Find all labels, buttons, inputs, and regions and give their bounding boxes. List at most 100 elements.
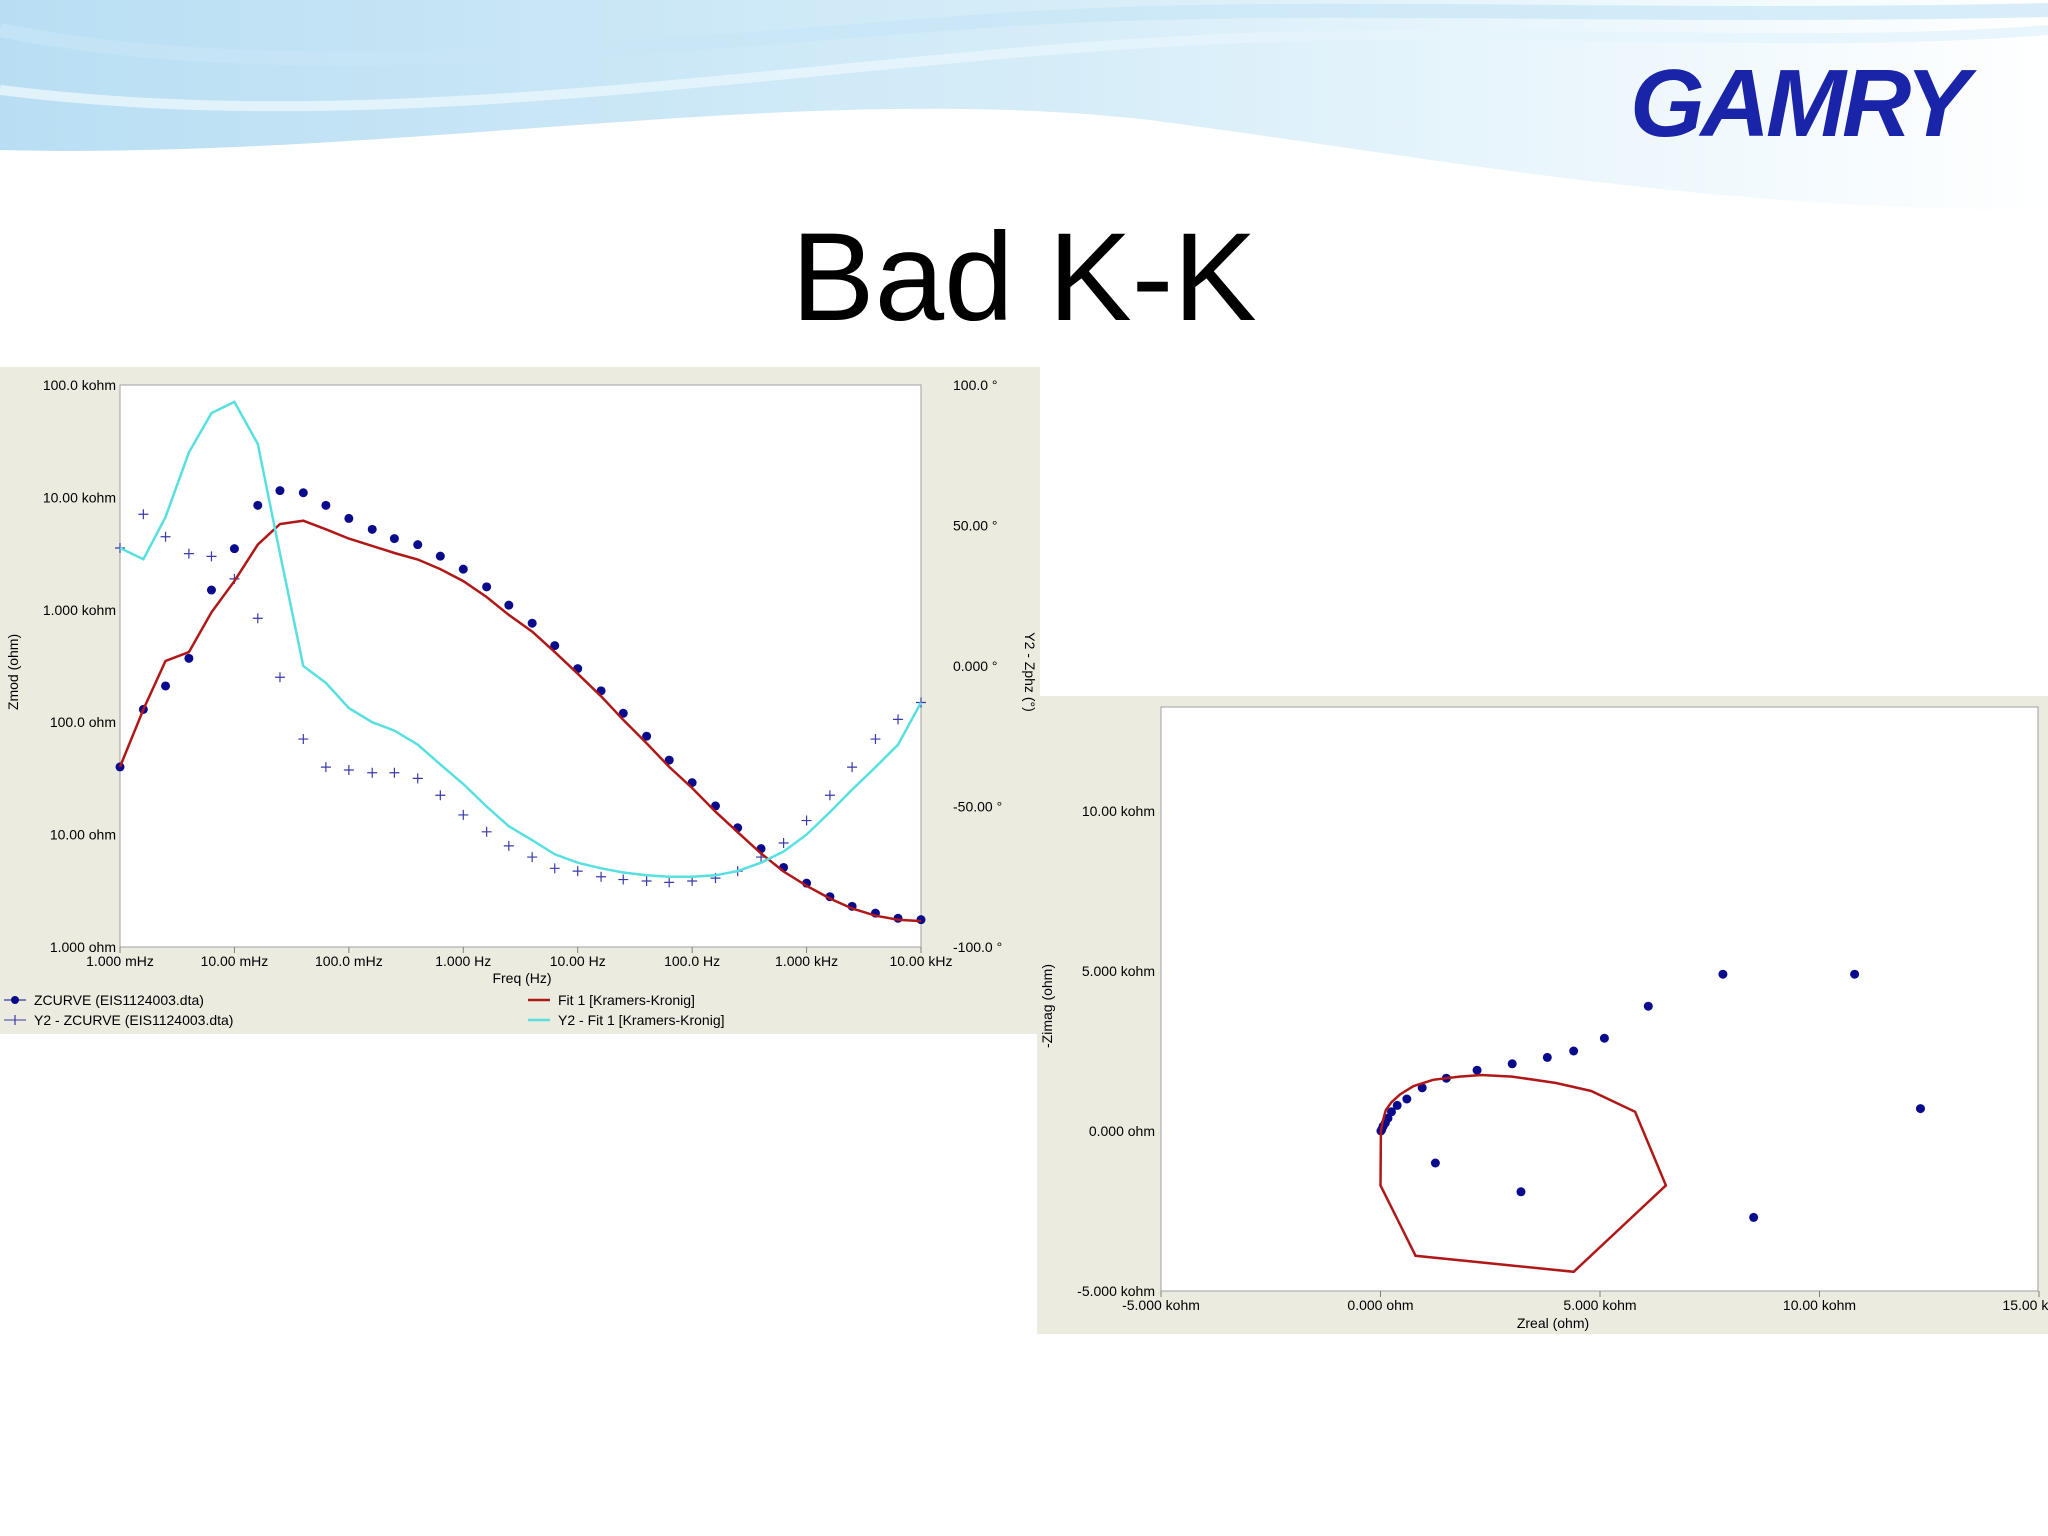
bode-data-point	[413, 540, 423, 550]
bode-data-point	[618, 708, 628, 718]
nyquist-data-point	[1402, 1094, 1412, 1104]
legend-entry: ZCURVE (EIS1124003.dta)	[34, 992, 204, 1008]
bode-phase-point	[824, 790, 835, 801]
bode-phase-point	[572, 866, 583, 877]
bode-phase-point	[664, 877, 675, 888]
bode-data-point	[482, 582, 492, 592]
bode-phase-point	[274, 672, 285, 683]
bode-data-point	[664, 755, 674, 765]
bode-data-point	[206, 585, 216, 595]
bode-phase-point	[298, 734, 309, 745]
bode-y-tick-label: 1.000 ohm	[50, 939, 116, 955]
bode-y-tick-label: 100.0 kohm	[43, 377, 116, 393]
bode-data-point	[527, 618, 537, 628]
bode-data-point	[344, 513, 354, 523]
bode-phase-point	[412, 773, 423, 784]
bode-data-point	[435, 551, 445, 561]
nyquist-x-tick-label: -5.000 kohm	[1122, 1297, 1200, 1313]
bode-y2-tick-label: -100.0 °	[953, 939, 1002, 955]
bode-data-point	[389, 534, 399, 544]
bode-phase-point	[252, 613, 263, 624]
bode-data-point	[321, 500, 331, 510]
nyquist-data-point	[1542, 1052, 1552, 1062]
bode-y-tick-label: 100.0 ohm	[50, 714, 116, 730]
nyquist-x-axis-label: Zreal (ohm)	[1517, 1315, 1589, 1331]
bode-phase-point	[367, 767, 378, 778]
bode-data-point	[275, 486, 285, 496]
bode-y2-tick-label: 50.00 °	[953, 518, 998, 534]
bode-phase-point	[618, 874, 629, 885]
legend-entry: Fit 1 [Kramers-Kronig]	[558, 992, 695, 1008]
bode-y-tick-label: 10.00 kohm	[43, 489, 116, 505]
nyquist-fit-line	[1379, 1073, 1668, 1274]
nyquist-chart-panel: -5.000 kohm 0.000 ohm 5.000 kohm 10.00 kohm…	[1037, 696, 2048, 1334]
bode-x-tick-label: 1.000 kHz	[775, 953, 838, 969]
bode-data-point	[184, 653, 194, 663]
nyquist-data-point	[1599, 1033, 1609, 1043]
bode-phase-point	[641, 875, 652, 886]
nyquist-data-point	[1430, 1158, 1440, 1168]
nyquist-data-point	[1392, 1100, 1402, 1110]
bode-y2-tick-label: 100.0 °	[953, 377, 998, 393]
logo-text: GAMRY	[1630, 50, 1978, 148]
bode-phase-point	[160, 531, 171, 542]
bode-series-line	[119, 400, 923, 879]
nyquist-x-tick-label: 0.000 ohm	[1347, 1297, 1413, 1313]
bode-phase-point	[115, 542, 125, 553]
bode-x-tick-label: 10.00 Hz	[550, 953, 606, 969]
nyquist-data-point	[1718, 969, 1728, 979]
bode-phase-point	[206, 551, 217, 562]
bode-x-tick-label: 100.0 Hz	[664, 953, 720, 969]
bode-phase-point	[481, 826, 492, 837]
legend-entry: Y2 - ZCURVE (EIS1124003.dta)	[34, 1012, 233, 1028]
nyquist-data-point	[1417, 1083, 1427, 1093]
nyquist-data-point	[1386, 1107, 1396, 1117]
bode-data-point	[298, 488, 308, 498]
nyquist-data-point	[1749, 1212, 1759, 1222]
bode-data-point	[367, 524, 377, 534]
bode-y2-tick-label: -50.00 °	[953, 799, 1002, 815]
bode-data-point	[161, 681, 171, 691]
bode-legend: ZCURVE (EIS1124003.dta) Y2 - ZCURVE (EIS1…	[4, 992, 725, 1028]
bode-data-point	[504, 600, 514, 610]
bode-data-point	[253, 500, 263, 510]
bode-phase-point	[320, 762, 331, 773]
bode-x-tick-label: 10.00 mHz	[201, 953, 269, 969]
nyquist-data-point	[1472, 1065, 1482, 1075]
bode-y-axis-label: Zmod (ohm)	[5, 634, 21, 710]
bode-data-point	[642, 731, 652, 741]
bode-data-point	[550, 641, 560, 651]
bode-y2-tick-label: 0.000 °	[953, 658, 998, 674]
nyquist-plot-area	[1160, 706, 2039, 1292]
bode-phase-point	[778, 838, 789, 849]
nyquist-y-tick-label: 0.000 ohm	[1089, 1123, 1155, 1139]
bode-chart: 1.000 mHz 10.00 mHz 100.0 mHz 1.000 Hz 10.00…	[4, 377, 1038, 1028]
bode-y2-axis-label: Y2 - Zphz (°)	[1022, 632, 1038, 712]
bode-phase-point	[870, 734, 881, 745]
nyquist-data-point	[1915, 1104, 1925, 1114]
bode-plot-area	[119, 384, 922, 948]
legend-entry: Y2 - Fit 1 [Kramers-Kronig]	[558, 1012, 725, 1028]
bode-x-tick-label: 100.0 mHz	[315, 953, 383, 969]
nyquist-y-axis-label: -Zimag (ohm)	[1039, 964, 1055, 1048]
bode-y-tick-label: 10.00 ohm	[50, 827, 116, 843]
nyquist-x-tick-label: 5.000 kohm	[1563, 1297, 1636, 1313]
slide-title: Bad K-K	[791, 208, 1257, 347]
nyquist-y-tick-label: 5.000 kohm	[1082, 963, 1155, 979]
bode-phase-point	[343, 764, 354, 775]
nyquist-y-tick-label: 10.00 kohm	[1082, 803, 1155, 819]
bode-phase-point	[458, 809, 469, 820]
bode-phase-point	[801, 815, 812, 826]
bode-data-point	[458, 564, 468, 574]
bode-data-point	[229, 544, 239, 554]
bode-chart-panel: 1.000 mHz 10.00 mHz 100.0 mHz 1.000 Hz 10.00…	[0, 367, 1040, 1034]
nyquist-data-point	[1569, 1046, 1579, 1056]
nyquist-data-point	[1643, 1001, 1653, 1011]
bode-phase-point	[503, 840, 514, 851]
bode-phase-point	[183, 548, 194, 559]
bode-phase-point	[847, 762, 858, 773]
gamry-logo: GAMRY	[1630, 50, 1982, 148]
bode-y-tick-label: 1.000 kohm	[43, 602, 116, 618]
bode-x-tick-label: 1.000 Hz	[435, 953, 491, 969]
bode-phase-point	[435, 790, 446, 801]
